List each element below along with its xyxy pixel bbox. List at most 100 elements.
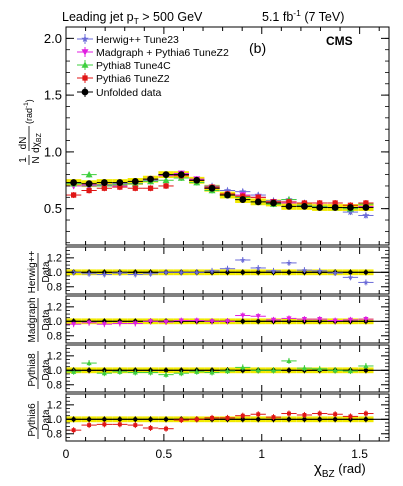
data-point: [131, 178, 139, 185]
ratio-madgraph-point: [117, 321, 123, 327]
ratio-pythia8-point: [301, 365, 308, 371]
pythia6-point: [71, 192, 77, 198]
ratio-data-point: [240, 417, 245, 422]
legend-label-pythia6: Pythia6 TuneZ2: [96, 73, 170, 85]
ratio-data-point: [363, 368, 369, 373]
svg-text:Data: Data: [41, 309, 52, 331]
main-y-tick-label: 2.0: [44, 31, 62, 46]
pythia6-point: [86, 187, 92, 194]
ratio-data-point: [256, 417, 261, 422]
legend-marker-herwig: [81, 35, 89, 43]
ratio-pythia8-point: [347, 368, 354, 374]
svg-text:Data: Data: [41, 261, 52, 283]
ratio-data-point: [363, 417, 369, 422]
ratio-pythia6-point: [117, 422, 122, 427]
ratio-pythia8-point: [86, 360, 92, 366]
ratio-pythia6-point: [240, 413, 245, 418]
ratio-herwig-point: [209, 268, 215, 274]
legend-marker-data: [81, 88, 89, 96]
plot-layer: 0.5 1.0 1.5 2.0 0.8 1.0 1.2 0.8 1.0 1.2 0.8 1.0 1.2 0…: [44, 26, 390, 442]
ratio-pythia6-point: [287, 411, 291, 416]
herwig-point: [223, 186, 232, 194]
svg-text:dχBZ: dχBZ: [31, 132, 43, 152]
ratio-ylabel-herwig: Herwig++ Data: [27, 250, 52, 293]
data-point: [316, 204, 324, 211]
ratio-data-point: [363, 270, 369, 275]
panel-label: (b): [249, 40, 266, 56]
x-tick-label: 1: [258, 447, 265, 461]
ratio-madgraph-point: [270, 317, 277, 323]
ratio-pythia6-point: [363, 411, 368, 416]
ratio-y-tick-label: 1.2: [47, 351, 62, 363]
data-point: [177, 171, 185, 179]
ratio-madgraph-point: [209, 319, 215, 324]
ratio-data-point: [86, 368, 92, 373]
ratio-pythia8-point: [332, 367, 338, 373]
data-point: [224, 191, 231, 199]
legend-marker-pythia8: [81, 61, 89, 68]
svg-text:1: 1: [18, 157, 29, 163]
ratio-pythia6-point: [256, 412, 261, 417]
ratio-pythia6-point: [179, 418, 184, 422]
svg-text:Pythia6: Pythia6: [27, 403, 38, 437]
ratio-pythia6-point: [317, 411, 322, 416]
pythia6-point: [286, 199, 292, 205]
ratio-herwig-point: [347, 274, 354, 280]
ratio-data-point: [163, 368, 169, 373]
herwig-point: [239, 187, 247, 195]
ratio-herwig-point: [255, 265, 261, 271]
ratio-herwig-point: [270, 268, 277, 274]
ratio-pythia6-point: [194, 417, 199, 422]
ratio-pythia8-point: [147, 369, 154, 375]
main-ylabel: 1 N dN dχBZ (rad-1): [18, 99, 43, 165]
ratio-pythia8-point: [363, 363, 369, 369]
ratio-y-tick-label: 1.2: [47, 302, 62, 314]
data-point: [193, 176, 201, 184]
svg-text:Madgraph: Madgraph: [27, 297, 38, 342]
ratio-herwig-point: [316, 268, 323, 274]
legend-marker-madgraph: [81, 49, 89, 56]
x-axis-label: χBZ (rad): [314, 460, 366, 480]
ratio-data-point: [256, 319, 261, 324]
ratio-y-tick-label: 1.0: [47, 414, 62, 426]
pythia6-point: [332, 200, 338, 206]
data-point: [116, 179, 124, 186]
data-point: [100, 179, 108, 186]
ratio-data-point: [332, 417, 338, 422]
ratio-madgraph-point: [240, 313, 246, 319]
pythia6-point: [240, 193, 246, 199]
ratio-ylabel-pythia6: Pythia6 Data: [27, 401, 52, 439]
ratio-madgraph-point: [86, 320, 92, 326]
ratio-herwig-point: [117, 270, 123, 276]
ratio-ylabel-pythia8: Pythia8 Data: [27, 351, 52, 389]
data-point: [162, 171, 170, 179]
ratio-data-point: [117, 417, 123, 422]
ratio-pythia8-point: [317, 366, 323, 371]
svg-text:N: N: [31, 156, 42, 163]
header-title: Leading jet pT > 500 GeV: [62, 10, 203, 26]
ratio-ylabel-madgraph: Madgraph Data: [27, 297, 52, 342]
svg-text:Data: Data: [41, 409, 52, 431]
ratio-pythia8-point: [163, 372, 169, 377]
ratio-herwig-point: [194, 269, 200, 275]
ratio-pythia8-point: [270, 367, 277, 373]
ratio-data-point: [302, 417, 307, 422]
ratio-data-point: [86, 417, 92, 422]
legend-label-pythia8: Pythia8 Tune4C: [96, 60, 171, 72]
ratio-data-point: [240, 319, 245, 324]
ratio-data-point: [163, 417, 169, 422]
ratio-data-point: [256, 270, 261, 275]
ratio-herwig-point: [363, 279, 369, 285]
ratio-y-tick-label: 1.0: [47, 267, 62, 279]
data-point: [270, 199, 277, 207]
ratio-herwig-point: [224, 265, 231, 272]
pythia6-point: [132, 185, 138, 191]
ratio-panel-frame-pythia6: [65, 393, 390, 442]
data-point: [347, 204, 354, 211]
ratio-madgraph-point: [286, 316, 292, 322]
svg-text:Data: Data: [41, 359, 52, 381]
ratio-pythia6-point: [133, 423, 138, 428]
svg-text:dN: dN: [18, 137, 29, 150]
ratio-madgraph-point: [163, 319, 169, 325]
svg-text:Herwig++: Herwig++: [27, 250, 38, 293]
